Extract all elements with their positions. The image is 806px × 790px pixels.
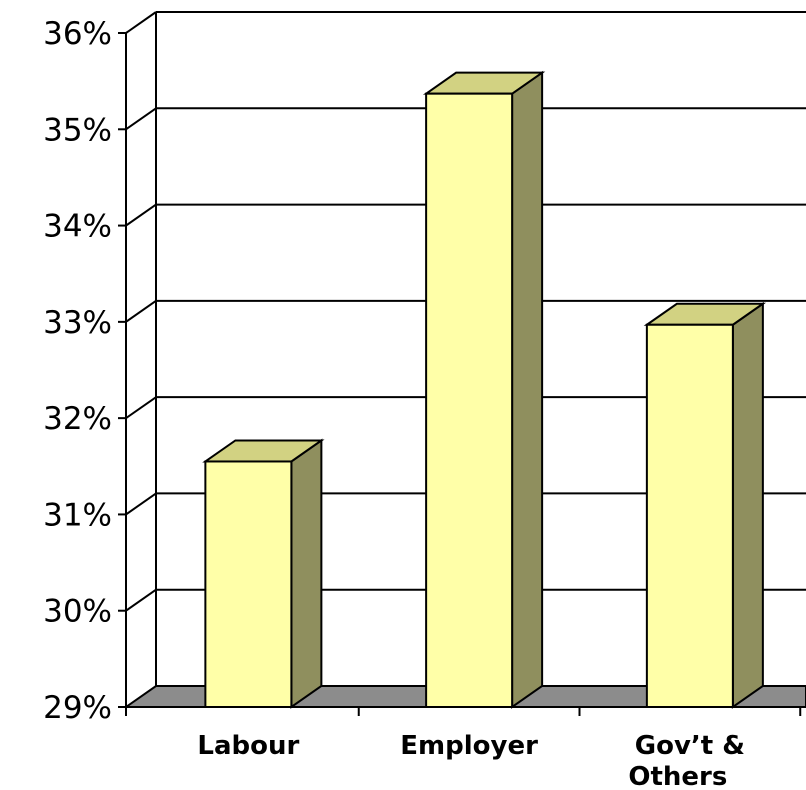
bar-side	[290, 438, 323, 709]
y-tick-label: 33%	[43, 305, 112, 341]
x-tick-label: Gov’t & Others	[628, 731, 745, 790]
gridline-depth	[125, 492, 157, 516]
y-tick-label: 29%	[43, 690, 112, 726]
bars	[202, 70, 767, 709]
bar	[202, 438, 325, 709]
y-tick-label: 31%	[43, 497, 112, 533]
y-tick-label: 30%	[43, 594, 112, 630]
bar-front	[425, 92, 514, 709]
bar-front	[204, 460, 293, 708]
bar-front	[645, 323, 734, 708]
bar	[643, 301, 767, 709]
gridline-depth	[125, 300, 157, 323]
bar-side	[731, 301, 764, 709]
gridline-depth	[125, 203, 157, 227]
y-tick-label: 32%	[43, 401, 112, 437]
y-tick-label: 36%	[43, 16, 112, 52]
gridline-depth	[125, 11, 157, 34]
x-tick-label: Labour	[197, 731, 299, 761]
y-tick-label: 34%	[43, 209, 112, 245]
x-axis-ticks: Labour Employer Gov’t & Others	[125, 707, 802, 790]
gridline-depth	[125, 588, 157, 612]
x-tick-label: Employer	[400, 731, 538, 761]
bar-side	[511, 70, 544, 709]
y-tick-label: 35%	[43, 112, 112, 148]
gridline-depth	[125, 107, 157, 131]
gridline-depth	[125, 396, 157, 419]
y-axis-ticks: 29% 30% 31% 32% 33% 34% 35% 36%	[43, 16, 126, 726]
bar	[422, 70, 546, 709]
